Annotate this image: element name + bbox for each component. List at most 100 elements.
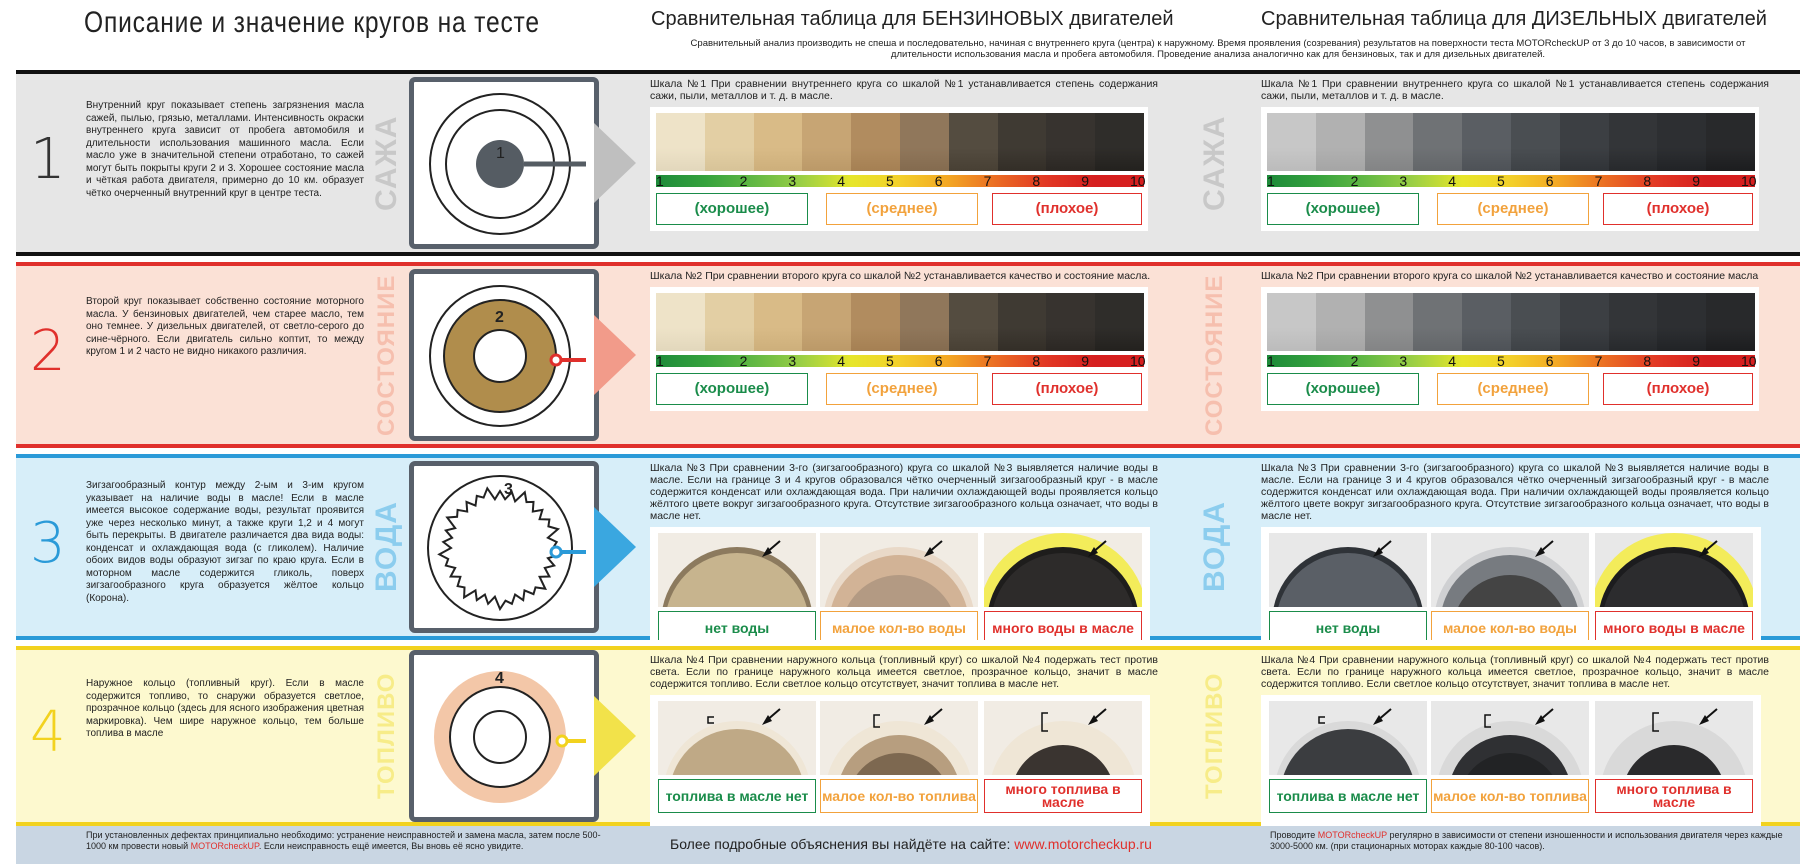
swatch [704, 113, 755, 171]
scale-segment [1706, 355, 1755, 367]
scale-segment [704, 355, 754, 367]
scale-number: 6 [1545, 353, 1554, 369]
sample-photo [658, 701, 816, 775]
sample-photo [1595, 533, 1753, 607]
scale-segment [1267, 355, 1316, 367]
sample-caption-good: топлива в масле нет [658, 779, 816, 813]
swatch [948, 113, 999, 171]
scale-segment [1608, 175, 1658, 187]
scale-segment [1559, 175, 1609, 187]
row-4: 4 Наружное кольцо (топливный круг). Если … [16, 646, 1800, 826]
svg-text:4: 4 [495, 670, 504, 687]
swatch [1462, 113, 1512, 171]
diesel-panel-2: Шкала №2 При сравнении второго круга со … [1261, 270, 1769, 411]
scale-explanation: Шкала №3 При сравнении 3-го (зигзагообра… [1261, 462, 1769, 522]
swatch [1413, 293, 1463, 351]
row-description: Зигзагообразный контур между 2-ым и 3-им… [86, 480, 364, 604]
pointer-arrow [594, 315, 636, 395]
scale-segment [656, 355, 705, 367]
row-2: 2 Второй круг показывает собственно состо… [16, 262, 1800, 448]
scale-number: 5 [886, 353, 894, 369]
scale-number: 6 [1545, 173, 1554, 189]
swatch [1413, 113, 1463, 171]
swatch [1608, 293, 1658, 351]
scale-segment [704, 175, 754, 187]
color-scale-gasoline: 1 2 3 4 5 6 7 8 9 10 (хорошее) (среднее) (плохое) [650, 287, 1148, 411]
swatch [656, 113, 706, 171]
scale-segment [1095, 175, 1144, 187]
sample-caption-mid: малое кол-во топлива [1431, 779, 1589, 813]
scale-segment [997, 175, 1047, 187]
scale-segment [997, 355, 1047, 367]
row-description: Наружное кольцо (топливный круг). Если в… [86, 678, 364, 739]
scale-segment [1267, 175, 1316, 187]
category-mid: (среднее) [1437, 373, 1589, 405]
sample-photo [1595, 701, 1753, 775]
category-good: (хорошее) [1267, 373, 1419, 405]
row-side-label: СОСТОЯНИЕ [373, 274, 400, 436]
scale-number: 9 [1081, 173, 1089, 189]
scale-explanation: Шкала №2 При сравнении второго круга со … [650, 270, 1151, 282]
numeric-scale: 1 2 3 4 5 6 7 8 9 10 [656, 173, 1146, 189]
scale-explanation: Шкала №2 При сравнении второго круга со … [1261, 270, 1759, 282]
sample-caption-bad: много топлива в масле [984, 779, 1142, 813]
swatch [1046, 113, 1096, 171]
swatch [704, 293, 755, 351]
swatch [656, 293, 706, 351]
scale-number: 10 [1130, 173, 1146, 189]
scale-number: 4 [1448, 173, 1456, 189]
scale-segment [948, 175, 998, 187]
scale-number: 8 [1643, 353, 1652, 369]
sample-photo [820, 701, 978, 775]
row-bottom-border [16, 444, 1800, 448]
swatch [1657, 293, 1707, 351]
scale-segment [1657, 175, 1707, 187]
row-number: 4 [30, 700, 66, 765]
category-mid: (среднее) [826, 373, 978, 405]
scale-segment [1657, 355, 1707, 367]
row-side-label-diesel: ТОПЛИВО [1201, 672, 1228, 800]
sample-caption-mid: малое кол-во топлива [820, 779, 978, 813]
circle-diagram-1: 1 [409, 77, 599, 249]
swatch [948, 293, 999, 351]
scale-number: 10 [1130, 353, 1146, 369]
sample-photo [984, 701, 1142, 775]
scale-segment [1608, 355, 1658, 367]
category-good: (хорошее) [656, 193, 808, 225]
footer-right-note: Проводите MOTORcheckUP регулярно в завис… [1270, 830, 1783, 851]
swatch [997, 113, 1047, 171]
sample-photo [820, 533, 978, 607]
swatch [1267, 113, 1317, 171]
category-bad: (плохое) [992, 373, 1142, 405]
footer-left-note: При установленных дефектах принципиально… [86, 830, 601, 851]
category-mid: (среднее) [826, 193, 978, 225]
scale-number: 1 [1267, 353, 1275, 369]
scale-segment [1706, 175, 1755, 187]
scale-segment [1364, 355, 1414, 367]
scale-segment [948, 355, 998, 367]
scale-segment [1511, 355, 1560, 367]
swatch [1095, 113, 1145, 171]
swatch [1511, 113, 1561, 171]
quality-categories: (хорошее) (среднее) (плохое) [656, 193, 1144, 225]
scale-segment [1413, 355, 1463, 367]
swatch [753, 293, 803, 351]
scale-segment [1413, 175, 1463, 187]
scale-number: 10 [1741, 353, 1757, 369]
scale-number: 7 [983, 173, 992, 189]
swatch [851, 113, 901, 171]
scale-segment [753, 355, 803, 367]
swatch [1046, 293, 1096, 351]
gasoline-panel-4: Шкала №4 При сравнении наружного кольца … [650, 654, 1158, 826]
sample-caption-bad: много топлива в масле [1595, 779, 1753, 813]
pointer-arrow [594, 123, 636, 203]
scale-number: 9 [1692, 353, 1700, 369]
quality-categories: (хорошее) (среднее) (плохое) [1267, 373, 1755, 405]
sample-caption-mid: малое кол-во воды [1431, 611, 1589, 640]
swatch [1267, 293, 1317, 351]
swatch [1657, 113, 1707, 171]
row-description: Внутренний круг показывает степень загря… [86, 100, 364, 199]
swatch [851, 293, 901, 351]
website-link[interactable]: www.motorcheckup.ru [1014, 836, 1152, 852]
intro-text: Сравнительный анализ производить не спеш… [690, 38, 1746, 60]
